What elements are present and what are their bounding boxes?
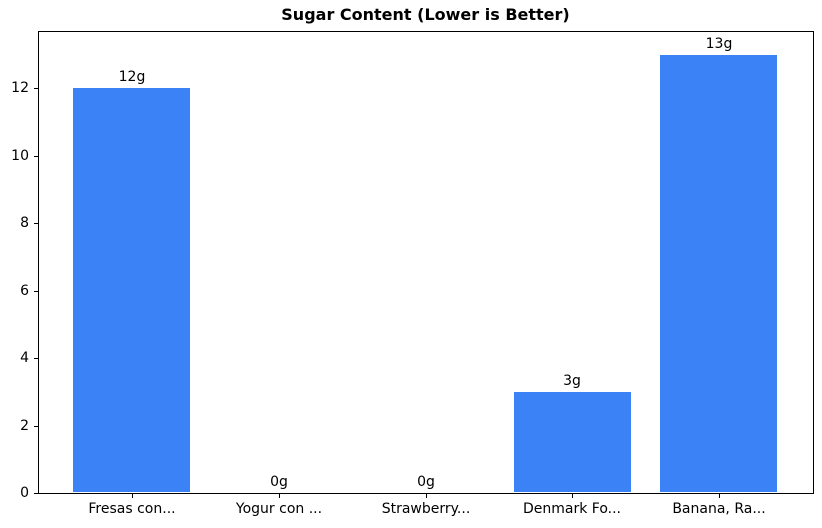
- y-tick-label: 2: [20, 418, 29, 434]
- x-tick-label: Banana, Ra...: [672, 501, 766, 517]
- x-tick-mark: [132, 494, 133, 498]
- x-tick-label: Strawberry...: [381, 501, 471, 517]
- y-tick-label: 8: [20, 215, 29, 231]
- x-tick-mark: [572, 494, 573, 498]
- x-tick-mark: [426, 494, 427, 498]
- x-tick-label: Yogur con ...: [235, 501, 323, 517]
- y-tick-label: 4: [20, 350, 29, 366]
- x-tick-label: Fresas con...: [88, 501, 176, 517]
- chart-title: Sugar Content (Lower is Better): [281, 5, 570, 24]
- bar-value-label: 0g: [270, 474, 288, 490]
- y-tick-mark: [34, 493, 38, 494]
- y-tick-label: 0: [20, 485, 29, 501]
- bar-value-label: 13g: [705, 36, 733, 52]
- y-tick-mark: [34, 156, 38, 157]
- y-tick-mark: [34, 358, 38, 359]
- bar: [660, 55, 777, 492]
- x-tick-mark: [719, 494, 720, 498]
- bar-value-label: 3g: [563, 373, 581, 389]
- y-tick-mark: [34, 88, 38, 89]
- y-tick-mark: [34, 291, 38, 292]
- y-tick-label: 10: [11, 148, 29, 164]
- x-tick-mark: [279, 494, 280, 498]
- y-tick-label: 6: [20, 283, 29, 299]
- bar: [73, 88, 190, 492]
- y-tick-mark: [34, 223, 38, 224]
- y-tick-mark: [34, 426, 38, 427]
- bar-value-label: 0g: [417, 474, 435, 490]
- bar: [514, 392, 631, 492]
- bar-value-label: 12g: [118, 69, 146, 85]
- x-tick-label: Denmark Fo...: [522, 501, 622, 517]
- y-tick-label: 12: [11, 80, 29, 96]
